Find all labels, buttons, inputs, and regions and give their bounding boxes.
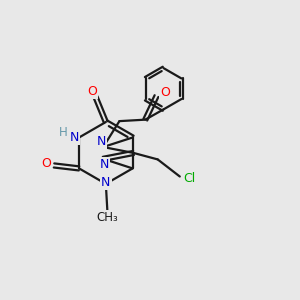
- Text: O: O: [87, 85, 97, 98]
- Text: N: N: [97, 135, 106, 148]
- Text: H: H: [59, 126, 68, 139]
- Text: N: N: [70, 131, 79, 144]
- Text: O: O: [160, 86, 170, 99]
- Text: CH₃: CH₃: [96, 211, 118, 224]
- Text: O: O: [41, 158, 51, 170]
- Text: N: N: [101, 176, 110, 189]
- Text: Cl: Cl: [183, 172, 195, 185]
- Text: N: N: [100, 158, 110, 171]
